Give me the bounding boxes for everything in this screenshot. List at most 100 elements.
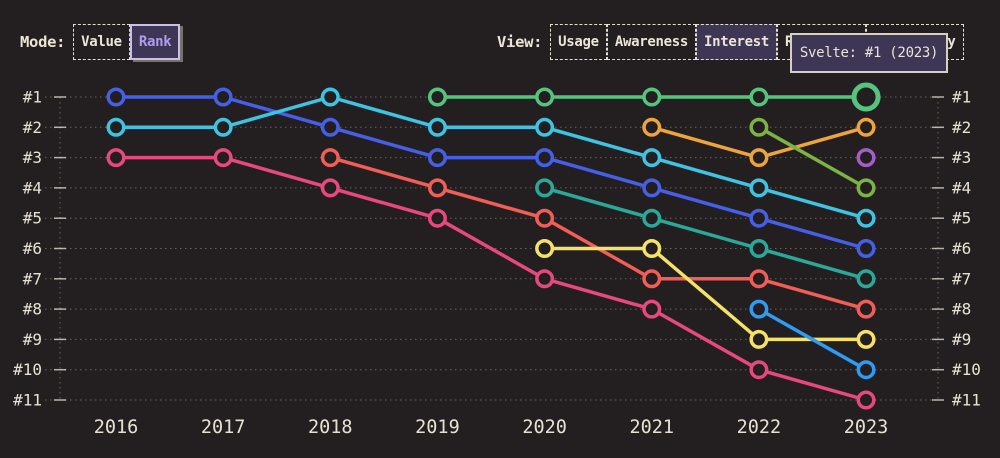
year-label: 2021 [629,417,674,438]
mode-option-rank[interactable]: Rank [129,24,181,60]
series-line-cyan [114,95,868,220]
data-point-pink-2018[interactable] [320,178,340,198]
data-point-purple-2023[interactable] [856,148,876,168]
data-point-pink-2016[interactable] [106,148,126,168]
year-label: 2020 [522,417,567,438]
year-label: 2018 [308,417,353,438]
rank-label-right: #3 [952,148,971,167]
data-point-blue-2020[interactable] [535,148,555,168]
rank-label-left: #1 [23,88,42,107]
rank-label-right: #8 [952,300,971,319]
view-option-usage[interactable]: Usage [550,24,607,60]
rank-label-right: #5 [952,209,971,228]
rank-label-left: #11 [13,391,42,410]
rank-label-left: #5 [23,209,42,228]
rank-label-right: #11 [952,391,981,410]
rank-label-right: #10 [952,360,981,379]
mode-label: Mode: [20,33,66,51]
rank-label-left: #8 [23,300,42,319]
view-label: View: [497,33,543,51]
data-point-cyan-2019[interactable] [427,117,447,137]
data-point-red-2018[interactable] [320,148,340,168]
rank-label-right: #7 [952,269,971,288]
rank-label-left: #4 [23,178,42,197]
series-line-light-blue [757,307,868,372]
data-point-pink-2019[interactable] [427,208,447,228]
data-point-blue-2019[interactable] [427,148,447,168]
data-point-red-2022[interactable] [749,269,769,289]
rank-label-right: #2 [952,118,971,137]
rank-label-right: #9 [952,330,971,349]
year-label: 2022 [737,417,782,438]
data-point-pink-2020[interactable] [535,269,555,289]
tooltip-text: Svelte: #1 (2023) [799,45,939,61]
data-point-yellow-2023[interactable] [856,329,876,349]
data-point-green-2021[interactable] [642,87,662,107]
year-label: 2023 [844,417,889,438]
series-line-red [328,155,868,311]
series-line-olive [757,125,868,190]
data-point-pink-2022[interactable] [749,360,769,380]
rank-label-left: #6 [23,239,42,258]
data-point-light-blue-2023[interactable] [856,360,876,380]
data-point-cyan-2021[interactable] [642,148,662,168]
rank-label-right: #4 [952,178,971,197]
data-point-yellow-2020[interactable] [535,239,555,258]
data-point-cyan-2022[interactable] [749,178,769,198]
data-point-yellow-2021[interactable] [642,239,662,258]
data-point-red-2019[interactable] [427,178,447,198]
data-point-pink-2017[interactable] [213,148,233,168]
data-point-blue-2018[interactable] [320,117,340,137]
data-point-cyan-2017[interactable] [213,117,233,137]
data-point-blue-2022[interactable] [749,208,769,228]
data-point-red-2021[interactable] [642,269,662,289]
data-point-blue-2023[interactable] [856,239,876,258]
data-point-teal-2021[interactable] [642,208,662,228]
data-point-teal-2023[interactable] [856,269,876,289]
data-point-orange-2022[interactable] [749,148,769,168]
hover-tooltip: Svelte: #1 (2023) [790,33,948,73]
data-point-green-2020[interactable] [535,87,555,107]
data-point-yellow-2022[interactable] [749,329,769,349]
rank-label-right: #6 [952,239,971,258]
data-point-blue-2017[interactable] [213,87,233,107]
view-option-awareness[interactable]: Awareness [606,24,696,60]
rank-label-left: #10 [13,360,42,379]
data-point-orange-2021[interactable] [642,117,662,137]
rank-label-left: #7 [23,269,42,288]
data-point-cyan-2023[interactable] [856,208,876,228]
mode-option-value[interactable]: Value [73,24,130,60]
year-label: 2019 [415,417,460,438]
data-point-red-2020[interactable] [535,208,555,228]
data-point-cyan-2020[interactable] [535,117,555,137]
year-label: 2017 [201,417,246,438]
year-label: 2016 [94,417,139,438]
rank-label-left: #2 [23,118,42,137]
data-point-olive-2022[interactable] [749,117,769,137]
view-option-interest[interactable]: Interest [696,24,778,60]
data-point-cyan-2016[interactable] [106,117,126,137]
data-point-olive-2023[interactable] [856,178,876,198]
rank-label-right: #1 [952,88,971,107]
data-point-teal-2022[interactable] [749,239,769,258]
series-line-blue [114,95,868,251]
series-line-pink [114,155,868,402]
mode-control: Mode: Value Rank [20,24,181,60]
data-point-blue-2016[interactable] [106,87,126,107]
rank-label-left: #9 [23,330,42,349]
rank-label-left: #3 [23,148,42,167]
data-point-pink-2021[interactable] [642,299,662,319]
data-point-teal-2020[interactable] [535,178,555,198]
data-point-green-2023[interactable] [851,82,881,112]
data-point-orange-2023[interactable] [856,117,876,137]
data-point-green-2019[interactable] [427,87,447,107]
data-point-green-2022[interactable] [749,87,769,107]
data-point-cyan-2018[interactable] [320,87,340,107]
series-line-teal [542,186,868,281]
data-point-blue-2021[interactable] [642,178,662,198]
data-point-red-2023[interactable] [856,299,876,319]
data-point-light-blue-2022[interactable] [749,299,769,319]
data-point-pink-2023[interactable] [856,390,876,410]
